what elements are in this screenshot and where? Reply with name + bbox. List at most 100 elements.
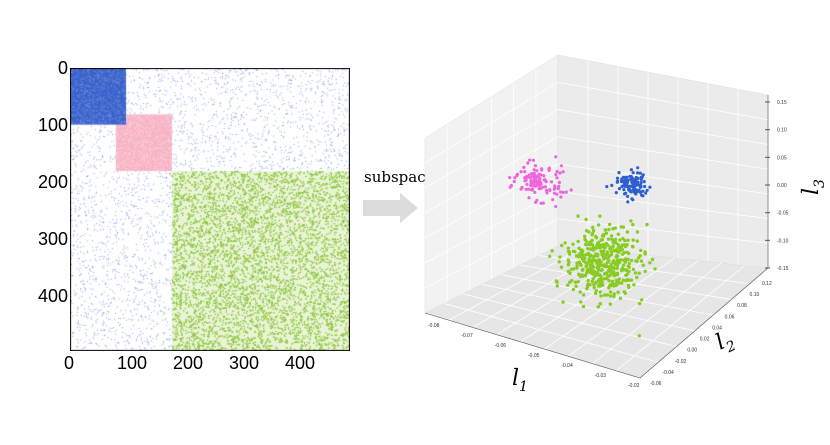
green-cluster-point — [595, 259, 600, 264]
l3-tick: -0.05 — [777, 211, 789, 217]
pink-cluster-point — [529, 176, 533, 180]
pink-cluster-point — [555, 176, 559, 180]
green-cluster-point — [616, 260, 620, 264]
green-cluster-point — [604, 241, 608, 246]
pink-cluster-point — [535, 175, 539, 179]
green-cluster-point — [632, 283, 636, 287]
green-cluster-point — [598, 302, 602, 306]
l1-tick: -0.04 — [561, 363, 573, 369]
arrow-shape — [363, 193, 418, 223]
blue-cluster-point — [639, 181, 643, 185]
blue-cluster-point — [626, 200, 630, 204]
pink-cluster-point — [529, 183, 533, 188]
l2-tick: 0.12 — [762, 281, 772, 287]
green-cluster-point — [601, 283, 605, 287]
y-tick-400: 400 — [38, 286, 69, 306]
green-cluster-point — [588, 242, 592, 246]
pink-cluster-point — [569, 188, 573, 192]
l1-axis-line — [424, 312, 641, 379]
green-cluster-point — [645, 222, 649, 227]
green-cluster-point — [639, 259, 644, 263]
grid-line — [424, 136, 559, 214]
green-cluster-point — [616, 281, 620, 285]
subspace-arrow — [363, 193, 418, 223]
pink-cluster-point — [523, 170, 527, 174]
green-cluster-point — [576, 239, 580, 244]
green-cluster-point — [589, 239, 593, 244]
green-cluster-point — [633, 271, 638, 275]
green-cluster-point — [589, 253, 593, 258]
blue-cluster-point — [621, 175, 626, 179]
pink-cluster-point — [559, 190, 563, 194]
pink-cluster-point — [531, 158, 535, 162]
green-cluster-point — [608, 294, 613, 298]
y-tick-200: 200 — [38, 172, 69, 192]
grid-line — [481, 283, 695, 332]
green-cluster-point — [583, 273, 588, 278]
x-tick-400: 400 — [285, 353, 316, 373]
blue-cluster-point — [623, 192, 627, 196]
pink-cluster-point — [533, 190, 537, 194]
green-cluster-point — [591, 277, 595, 281]
green-cluster-point — [602, 252, 606, 257]
pink-cluster-point — [554, 155, 558, 159]
green-cluster-point — [612, 271, 616, 276]
green-cluster-point — [599, 294, 603, 298]
green-cluster-point — [631, 238, 635, 242]
green-cluster-point — [583, 237, 587, 241]
green-cluster-point — [595, 265, 599, 270]
l1-tick: -0.02 — [628, 383, 640, 389]
pink-cluster-point — [547, 168, 551, 172]
l2-tick: 0.02 — [700, 337, 710, 343]
green-cluster-point — [591, 228, 596, 233]
y-tick-0: 0 — [58, 58, 69, 78]
pink-cluster-point — [541, 185, 545, 189]
blue-cluster-point — [631, 179, 635, 183]
green-cluster-point — [606, 237, 611, 241]
blue-cluster-point — [605, 185, 609, 189]
l2-tick: -0.06 — [650, 381, 662, 387]
green-cluster-point — [612, 260, 616, 264]
green-cluster-point — [598, 245, 602, 250]
green-cluster-point — [609, 252, 614, 257]
green-cluster-point — [580, 268, 585, 272]
pink-cluster-point — [515, 172, 520, 176]
green-cluster-point — [612, 266, 616, 271]
pink-cluster-point — [545, 188, 549, 192]
pink-cluster-point — [557, 184, 561, 188]
green-cluster-point — [609, 234, 614, 238]
l1-axis-label: l1 — [512, 366, 528, 395]
blue-cluster-point — [617, 187, 622, 191]
grid-line — [557, 109, 769, 145]
green-cluster-point — [605, 252, 609, 257]
pink-cluster-point — [561, 190, 565, 194]
green-cluster-point — [648, 261, 652, 265]
l3-tick: -0.15 — [777, 266, 789, 272]
x-tick-100: 100 — [117, 353, 148, 373]
pink-cluster-point — [555, 169, 559, 174]
pink-cluster-point — [555, 192, 559, 196]
green-cluster-point — [583, 234, 587, 238]
green-cluster-point — [618, 238, 622, 242]
l3-tick: 0.05 — [777, 155, 787, 161]
l3-tick: 0.15 — [777, 100, 787, 106]
grid-line — [424, 81, 559, 164]
blue-cluster-point — [626, 185, 630, 189]
green-cluster-point — [626, 264, 630, 268]
green-cluster-point — [570, 279, 574, 283]
blue-cluster-point — [620, 184, 624, 189]
pink-cluster-point — [524, 178, 528, 182]
pink-cluster-point — [545, 191, 549, 195]
grid-line — [462, 293, 677, 347]
pink-cluster-point — [526, 175, 530, 179]
x-tick-300: 300 — [229, 353, 260, 373]
axis-ticks: -0.08 -0.07 -0.06 -0.05 -0.04 -0.03 -0.02 -0.06… — [428, 100, 789, 389]
green-cluster-point — [591, 245, 596, 250]
pink-cluster-point — [524, 187, 528, 191]
blue-cluster-point — [619, 179, 624, 183]
pink-cluster-point — [529, 172, 534, 176]
pink-cluster-point — [557, 180, 562, 185]
pink-cluster-point — [561, 170, 565, 174]
green-cluster-point — [629, 258, 634, 263]
green-cluster-point — [581, 304, 586, 309]
